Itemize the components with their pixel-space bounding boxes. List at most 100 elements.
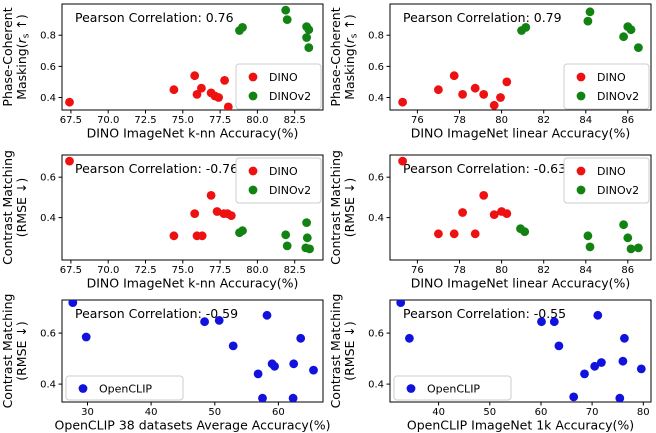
data-point-dinov2: [619, 220, 628, 230]
data-point-openclip: [618, 356, 628, 366]
data-point-dinov2: [619, 32, 628, 42]
legend-box: [563, 157, 650, 204]
data-point-dinov2: [626, 244, 636, 254]
data-point-openclip: [580, 369, 589, 379]
y-axis-label: (RMSE ↓): [342, 178, 357, 238]
x-axis-label: DINO ImageNet linear Accuracy(%): [411, 276, 631, 291]
points-layer: [65, 5, 314, 110]
y-tick-label: 0.6: [368, 329, 384, 340]
legend-marker-dinov2: [576, 185, 586, 195]
data-point-dino: [502, 209, 512, 219]
data-point-dino: [398, 97, 407, 107]
x-tick-label: 77.5: [209, 265, 231, 276]
data-point-dinov2: [521, 23, 531, 32]
legend-label: OpenCLIP: [99, 382, 152, 395]
x-tick-label: 67.5: [60, 115, 82, 126]
data-point-openclip: [296, 333, 306, 343]
x-axis-label: DINO ImageNet linear Accuracy(%): [411, 126, 631, 141]
axes-frame: [61, 299, 324, 403]
data-point-dino: [458, 90, 467, 99]
legend-marker-openclip: [78, 384, 88, 393]
pearson-annotation: Pearson Correlation: -0.63: [403, 161, 566, 176]
data-point-openclip: [289, 359, 299, 369]
x-tick-label: 70.0: [97, 115, 119, 126]
legend-label: DINO: [597, 71, 626, 84]
x-tick-label: 80: [495, 265, 508, 276]
x-tick-label: 82.5: [284, 115, 306, 126]
legend-marker-dinov2: [248, 185, 258, 195]
y-tick-label: 0.4: [368, 93, 384, 104]
legend-label: DINO: [597, 165, 626, 178]
subplot-phase-masking-vs-linear: 76 78 80 82 84 86 0.4 0.6 0.8 DINO ImageNet linea…: [328, 3, 652, 141]
data-point-dino: [449, 229, 459, 239]
data-point-dino: [190, 209, 200, 219]
data-point-dinov2: [302, 218, 311, 228]
x-tick-label: 76: [411, 115, 424, 126]
y-axis-label: Contrast Matching: [0, 150, 15, 265]
legend-marker-dinov2: [576, 91, 586, 101]
points-layer: [396, 300, 646, 402]
data-point-dino: [206, 191, 216, 200]
x-tick-label: 86: [621, 115, 634, 126]
data-point-dino: [502, 77, 512, 87]
x-tick-label: 70.0: [97, 265, 119, 276]
y-axis-label: (RMSE ↓): [14, 178, 29, 238]
data-point-openclip: [396, 300, 406, 307]
y-axis-label: Masking(rs ↑): [14, 14, 32, 100]
data-point-openclip: [537, 317, 546, 327]
data-point-dinov2: [304, 43, 314, 52]
data-point-openclip: [214, 316, 224, 325]
points-layer: [398, 156, 643, 254]
y-axis-label: (RMSE ↓): [342, 321, 357, 381]
data-point-dinov2: [585, 7, 595, 17]
pearson-annotation: Pearson Correlation: -0.55: [403, 306, 566, 321]
x-tick-label: 80.0: [246, 265, 268, 276]
data-point-openclip: [569, 392, 579, 402]
x-tick-label: 72.5: [134, 115, 156, 126]
x-tick-label: 78: [453, 115, 466, 126]
x-axis-label: OpenCLIP 38 datasets Average Accuracy(%): [55, 418, 331, 433]
data-point-dino: [190, 71, 200, 81]
data-point-dino: [449, 71, 459, 81]
legend-marker-openclip: [406, 384, 416, 393]
y-tick-label: 0.6: [368, 173, 384, 184]
data-point-dino: [479, 90, 489, 99]
data-point-openclip: [262, 310, 272, 320]
data-point-dino: [197, 231, 207, 241]
x-tick-label: 50: [208, 407, 221, 418]
data-point-openclip: [288, 393, 298, 402]
y-tick-label: 0.8: [368, 31, 384, 42]
y-tick-label: 0.4: [368, 380, 384, 391]
data-point-openclip: [68, 300, 78, 307]
axes-frame: [389, 299, 652, 403]
data-point-openclip: [253, 369, 263, 379]
x-tick-label: 72.5: [134, 265, 156, 276]
y-axis-label: Phase-Coherent: [0, 7, 15, 106]
data-point-dino: [489, 100, 499, 110]
legend-marker-dino: [576, 166, 586, 176]
legend-label: DINO: [269, 165, 298, 178]
y-tick-label: 0.4: [368, 213, 384, 224]
data-point-dino: [226, 211, 236, 221]
legend-label: DINO: [269, 71, 298, 84]
x-tick-label: 82: [537, 115, 550, 126]
data-point-openclip: [270, 361, 279, 371]
data-point-openclip: [258, 393, 267, 402]
data-point-dinov2: [520, 227, 530, 237]
x-tick-label: 78: [453, 265, 466, 276]
data-point-openclip: [615, 393, 625, 402]
y-axis-label: Contrast Matching: [328, 294, 343, 409]
axes-frame: [389, 154, 652, 261]
x-tick-label: 50: [483, 407, 496, 418]
pearson-annotation: Pearson Correlation: 0.79: [403, 10, 562, 25]
data-point-openclip: [590, 361, 600, 371]
y-tick-label: 0.6: [368, 62, 384, 73]
pearson-annotation: Pearson Correlation: -0.59: [75, 306, 238, 321]
data-point-dinov2: [585, 242, 595, 252]
x-tick-label: 30: [81, 407, 94, 418]
pearson-annotation: Pearson Correlation: -0.76: [75, 161, 238, 176]
pearson-annotation: Pearson Correlation: 0.76: [75, 10, 234, 25]
y-tick-label: 0.6: [40, 173, 56, 184]
